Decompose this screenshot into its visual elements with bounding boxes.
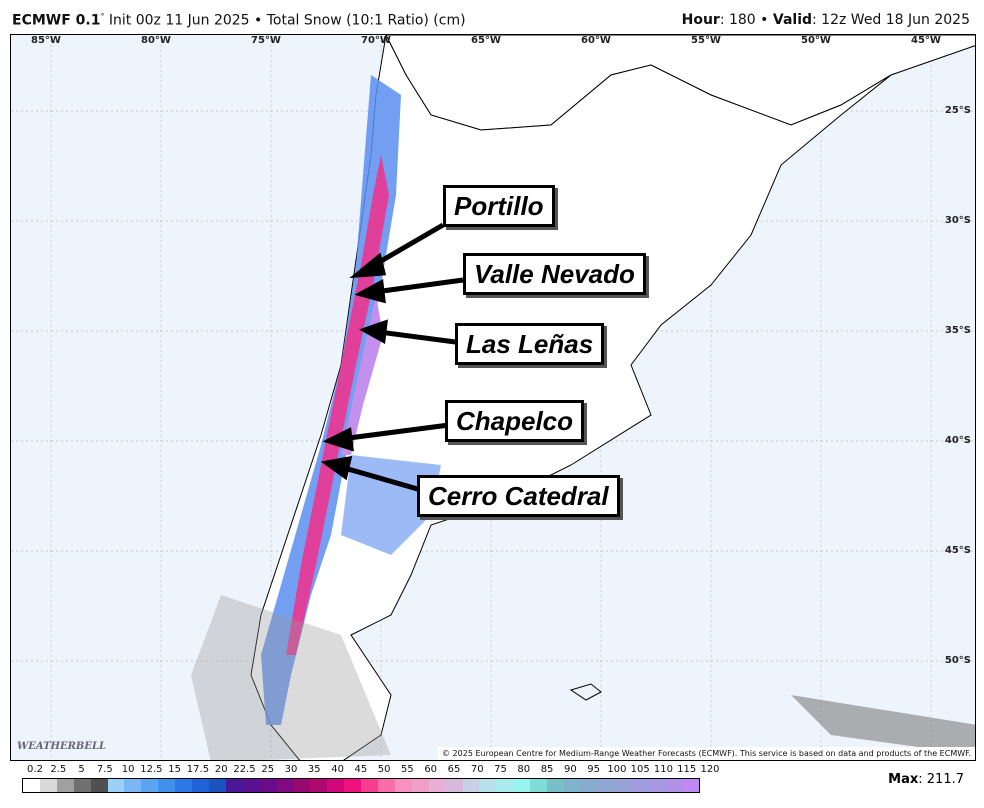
- lon-label: 50°W: [801, 35, 831, 46]
- colorbar-label: 110: [653, 764, 673, 775]
- colorbar-label: 90: [563, 764, 577, 775]
- lon-label: 60°W: [581, 35, 611, 46]
- colorbar-label: 12.5: [140, 764, 163, 775]
- colorbar-segment: [378, 779, 395, 792]
- colorbar-label: 105: [630, 764, 650, 775]
- colorbar-segment: [513, 779, 531, 792]
- colorbar-segment: [648, 779, 666, 792]
- colorbar-label: 100: [607, 764, 627, 775]
- colorbar-segment: [107, 779, 125, 792]
- colorbar-segment: [564, 779, 581, 792]
- colorbar: [22, 778, 700, 793]
- colorbar-segment: [462, 779, 480, 792]
- colorbar-label: 20: [214, 764, 228, 775]
- lat-label: 40°S: [944, 435, 971, 446]
- colorbar-segment: [276, 779, 294, 792]
- copyright-notice: © 2025 European Centre for Medium-Range …: [438, 747, 975, 760]
- weatherbell-logo: WEATHERBELL: [17, 741, 107, 752]
- lat-label: 30°S: [944, 215, 971, 226]
- colorbar-segment: [23, 779, 40, 792]
- callout-valle-nevado: Valle Nevado: [463, 253, 646, 295]
- colorbar-segment: [90, 779, 108, 792]
- callout-cerro-catedral: Cerro Catedral: [417, 475, 620, 517]
- colorbar-segment: [682, 779, 700, 792]
- colorbar-label: 40: [331, 764, 344, 775]
- colorbar-label: 35: [307, 764, 321, 775]
- lat-label: 35°S: [944, 325, 971, 336]
- colorbar-label: 25: [261, 764, 275, 775]
- lon-label: 70°W: [361, 35, 391, 46]
- colorbar-label: 7.5: [96, 764, 113, 775]
- map-title: ECMWF 0.1° Init 00z 11 Jun 2025 • Total …: [12, 12, 466, 29]
- colorbar-label: 80: [517, 764, 531, 775]
- colorbar-label: 2.5: [50, 764, 67, 775]
- colorbar-label: 95: [587, 764, 600, 775]
- colorbar-segment: [141, 779, 159, 792]
- colorbar-segment: [614, 779, 632, 792]
- colorbar-label: 60: [424, 764, 438, 775]
- colorbar-segment: [479, 779, 497, 792]
- colorbar-segment: [175, 779, 193, 792]
- colorbar-label: 45: [354, 764, 368, 775]
- colorbar-label: 15: [168, 764, 182, 775]
- lon-label: 55°W: [691, 35, 721, 46]
- colorbar-segment: [73, 779, 91, 792]
- colorbar-segment: [496, 779, 514, 792]
- colorbar-label: 75: [494, 764, 507, 775]
- colorbar-segment: [327, 779, 345, 792]
- colorbar-label: 85: [540, 764, 554, 775]
- lat-label: 45°S: [944, 545, 971, 556]
- colorbar-label: 5: [78, 764, 85, 775]
- colorbar-segment: [242, 779, 260, 792]
- lon-label: 80°W: [141, 35, 171, 46]
- callout-chapelco: Chapelco: [445, 400, 585, 442]
- colorbar-label: 22.5: [233, 764, 256, 775]
- colorbar-segment: [124, 779, 142, 792]
- colorbar-segment: [428, 779, 446, 792]
- colorbar-segment: [192, 779, 209, 792]
- lon-label: 65°W: [471, 35, 501, 46]
- colorbar-segment: [631, 779, 649, 792]
- lon-label: 75°W: [251, 35, 281, 46]
- lon-label: 45°W: [911, 35, 941, 46]
- colorbar-segment: [361, 779, 379, 792]
- colorbar-segment: [580, 779, 598, 792]
- valid-time: Hour: 180 • Valid: 12z Wed 18 Jun 2025: [681, 12, 970, 28]
- colorbar-segment: [411, 779, 429, 792]
- colorbar-label: 30: [284, 764, 298, 775]
- colorbar-label: 120: [700, 764, 720, 775]
- colorbar-segment: [39, 779, 57, 792]
- callout-las-lenas: Las Leñas: [455, 323, 605, 365]
- colorbar-label: 0.2: [27, 764, 43, 775]
- colorbar-segment: [445, 779, 463, 792]
- colorbar-segment: [530, 779, 548, 792]
- colorbar-label: 17.5: [186, 764, 210, 775]
- colorbar-segment: [665, 779, 683, 792]
- colorbar-segment: [225, 779, 243, 792]
- colorbar-segment: [56, 779, 74, 792]
- colorbar-label: 65: [447, 764, 461, 775]
- lat-label: 25°S: [944, 105, 971, 116]
- colorbar-label: 70: [470, 764, 484, 775]
- colorbar-segment: [293, 779, 311, 792]
- colorbar-segment: [344, 779, 362, 792]
- colorbar-segment: [310, 779, 328, 792]
- colorbar-segment: [394, 779, 412, 792]
- colorbar-segment: [597, 779, 615, 792]
- max-value: Max: 211.7: [888, 772, 964, 787]
- colorbar-segment: [158, 779, 176, 792]
- lat-label: 50°S: [944, 655, 971, 666]
- colorbar-segment: [547, 779, 564, 792]
- colorbar-label: 115: [677, 764, 697, 775]
- colorbar-label: 10: [121, 764, 135, 775]
- colorbar-label: 50: [377, 764, 391, 775]
- colorbar-label: 55: [401, 764, 414, 775]
- colorbar-segment: [208, 779, 226, 792]
- snow-map: 85°W 80°W 75°W 70°W 65°W 60°W 55°W 50°W 45°W 25°S…: [10, 34, 976, 761]
- callout-portillo: Portillo: [443, 185, 555, 227]
- map-canvas: [11, 35, 975, 760]
- lon-label: 85°W: [31, 35, 61, 46]
- colorbar-segment: [259, 779, 277, 792]
